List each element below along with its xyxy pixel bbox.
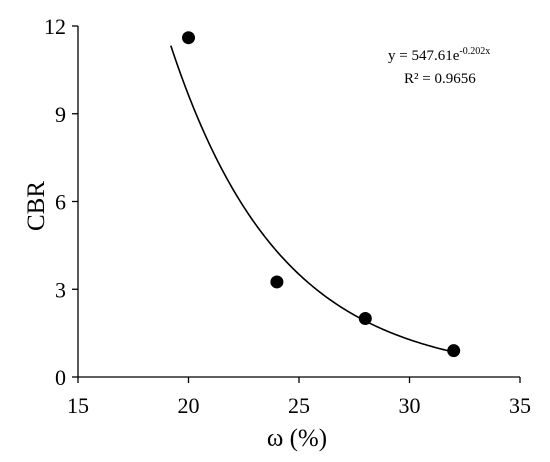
data-point: [358, 312, 372, 325]
y-tick-label: 3: [55, 277, 66, 302]
x-tick-label: 15: [67, 393, 89, 418]
data-points: [182, 31, 461, 358]
y-tick-label: 0: [55, 365, 66, 390]
r-squared-label: R² = 0.9656: [404, 71, 476, 87]
x-tick-label: 30: [399, 393, 421, 418]
x-tick-label: 25: [288, 393, 310, 418]
data-point: [270, 275, 284, 289]
x-axis-title: ω (%): [267, 425, 327, 452]
data-point: [182, 31, 195, 45]
x-axis-ticks: 15 20 25 30 35: [67, 377, 531, 418]
y-tick-label: 12: [44, 14, 66, 39]
y-tick-label: 9: [55, 102, 66, 127]
data-point: [447, 344, 461, 358]
x-tick-label: 35: [509, 393, 531, 418]
trendline-equation: y = 547.61e-0.202x: [388, 46, 490, 64]
x-tick-label: 20: [178, 393, 200, 418]
trendline: [170, 45, 454, 353]
y-axis-ticks: 0 3 6 9 12: [44, 14, 78, 390]
y-axis-title: CBR: [23, 181, 50, 231]
y-tick-label: 6: [55, 190, 66, 215]
equation-base: y = 547.61e: [388, 48, 460, 64]
equation-exponent: -0.202x: [459, 46, 490, 57]
